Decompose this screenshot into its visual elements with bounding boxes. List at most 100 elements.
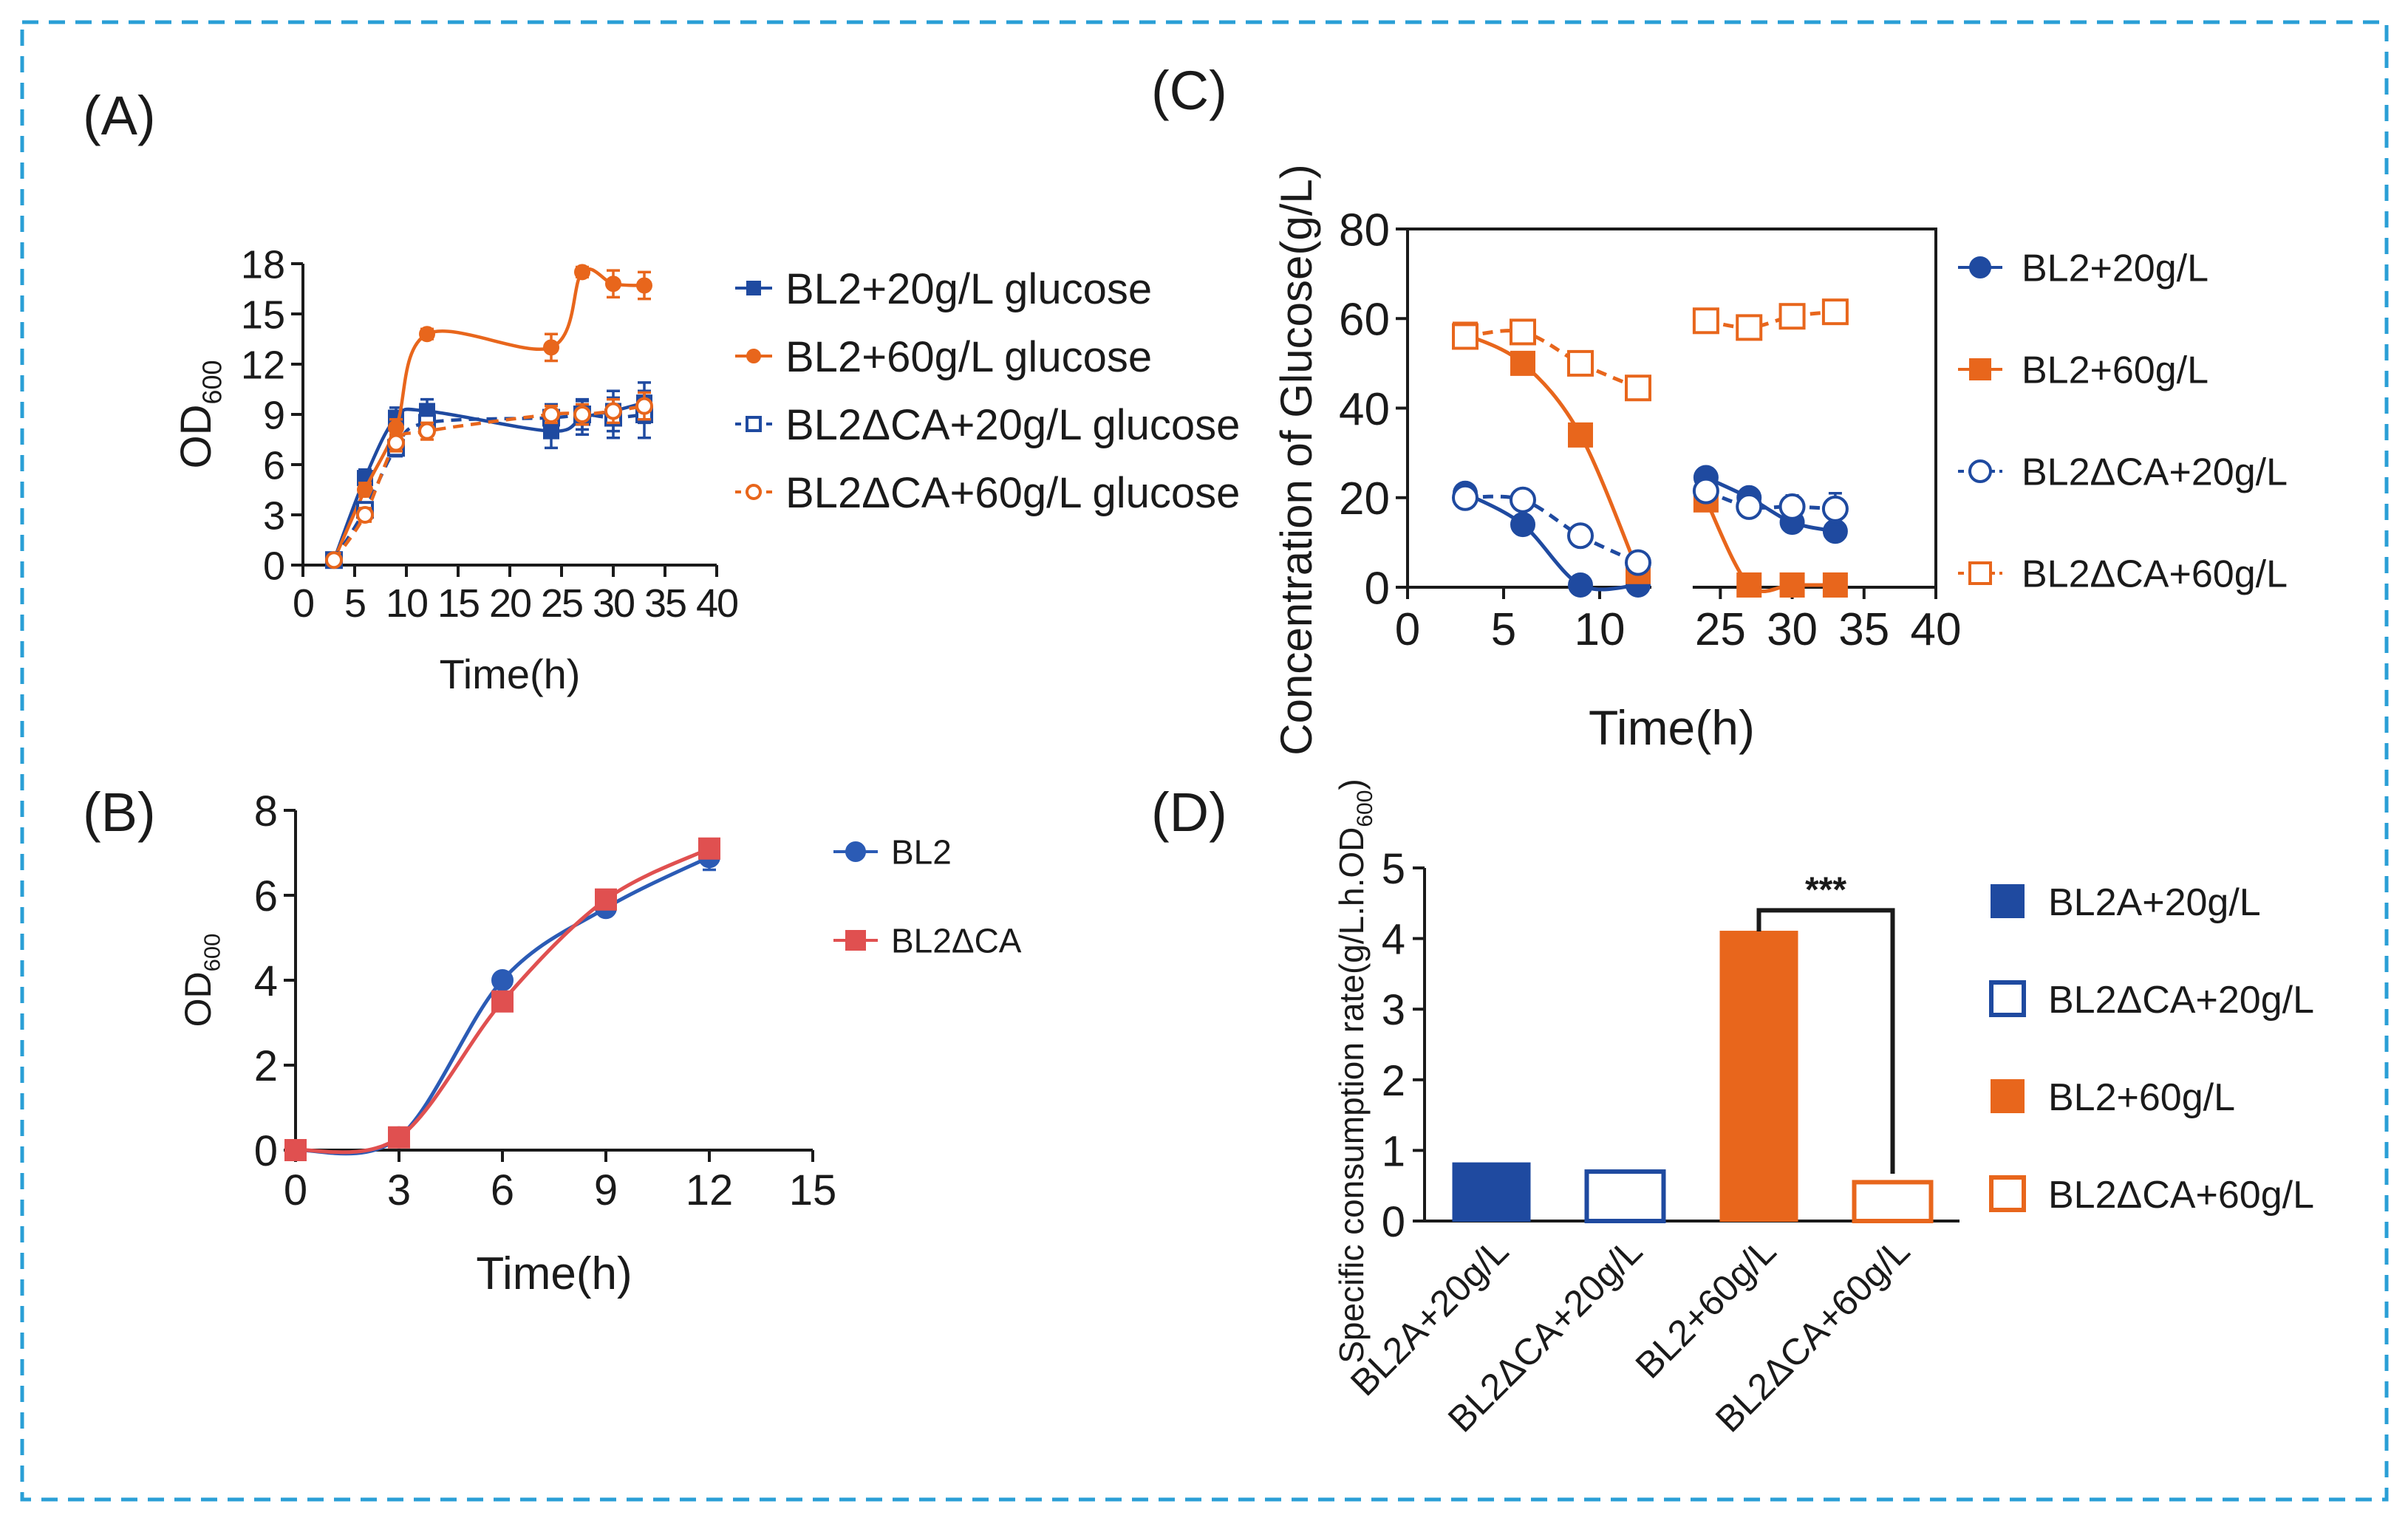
data-point <box>387 434 405 452</box>
legend-label: BL2+20g/L glucose <box>785 265 1152 313</box>
data-point <box>604 402 622 420</box>
legend-label: BL2+60g/L <box>2048 1076 2235 1119</box>
bar-bl2dca-60g-l <box>1852 1180 1934 1224</box>
x-tick-label: 10 <box>1575 604 1626 655</box>
data-point <box>1778 493 1806 520</box>
data-point <box>1510 486 1536 513</box>
legend-marker <box>845 930 866 951</box>
data-point <box>1692 307 1719 335</box>
legend-label: BL2ΔCA+60g/L <box>2048 1174 2314 1217</box>
data-point <box>1452 484 1478 511</box>
data-point <box>1778 303 1806 330</box>
legend-swatch <box>1991 884 2025 918</box>
legend-swatch <box>1989 1175 2026 1212</box>
legend-swatch <box>1989 980 2026 1017</box>
x-tick-label: 15 <box>789 1166 837 1214</box>
y-tick-label: 6 <box>263 443 285 488</box>
legend-item-bl2dca-60g-l: BL2ΔCA+60g/L <box>1989 1174 2314 1217</box>
series-bl2-60g-l <box>1453 321 1848 598</box>
series-line <box>1705 476 1836 533</box>
data-point <box>388 420 404 437</box>
data-point <box>1452 323 1478 350</box>
x-axis-title: Time(h) <box>476 1248 632 1299</box>
legend-marker <box>1969 256 1991 278</box>
data-point <box>419 326 435 343</box>
legend-item-bl2dca-20g-l: BL2ΔCA+20g/L <box>1958 451 2288 494</box>
data-point <box>635 397 653 415</box>
x-tick-label: 25 <box>1695 604 1746 655</box>
data-point <box>1822 572 1848 598</box>
data-point <box>605 276 621 293</box>
series-bl2dca-60g-l <box>1452 298 1849 402</box>
panel-label-d: (D) <box>1151 782 1227 843</box>
x-tick-label: 0 <box>293 581 313 626</box>
y-tick-label: 2 <box>1382 1057 1405 1105</box>
data-point <box>418 422 436 440</box>
y-tick-label: 12 <box>241 343 285 387</box>
legend-item-bl2dca-20g-l-glucose: BL2ΔCA+20g/L glucose <box>735 401 1240 449</box>
x-tick-label: 40 <box>696 581 737 626</box>
y-tick-label: 9 <box>263 393 285 437</box>
bar-bl2a-20g-l <box>1452 1162 1531 1222</box>
data-point <box>1510 350 1535 376</box>
y-tick-label: 4 <box>1382 916 1405 964</box>
axis-break-gap <box>1651 583 1693 592</box>
series-bl2dca-20g-l-glucose <box>325 389 653 570</box>
legend-item-bl2a-20g-l: BL2A+20g/L <box>1991 881 2261 924</box>
y-tick-label: 0 <box>263 544 285 588</box>
data-point <box>1821 495 1849 522</box>
legend-marker <box>746 281 761 295</box>
plot-frame <box>1406 228 1937 589</box>
legend-item-bl2-60g-l-glucose: BL2+60g/L glucose <box>735 333 1152 381</box>
data-point <box>325 551 343 570</box>
data-point <box>1736 493 1763 520</box>
legend-marker <box>746 484 762 500</box>
y-tick-label: 0 <box>1365 563 1390 614</box>
x-tick-label: 20 <box>489 581 531 626</box>
data-point <box>1568 422 1593 448</box>
data-point <box>1736 572 1762 598</box>
y-tick-label: 3 <box>1382 986 1405 1034</box>
legend-marker <box>1968 561 1992 585</box>
series-line <box>1705 310 1836 329</box>
legend-marker <box>1969 358 1991 380</box>
x-tick-label: 15 <box>437 581 479 626</box>
legend-label: BL2+60g/L glucose <box>785 333 1152 381</box>
series-line <box>1464 329 1639 390</box>
legend-label: BL2A+20g/L <box>2048 881 2261 924</box>
x-tick-label: 5 <box>1491 604 1516 655</box>
x-tick-label: 35 <box>1838 604 1889 655</box>
legend-label: BL2+20g/L <box>2022 247 2209 290</box>
data-point <box>1821 298 1849 326</box>
series-line <box>332 404 645 561</box>
y-tick-label: 0 <box>254 1127 278 1175</box>
data-point <box>356 506 374 524</box>
x-tick-label: 5 <box>344 581 365 626</box>
legend-marker <box>746 349 761 363</box>
y-tick-label: 2 <box>254 1042 278 1090</box>
chart-b: 0 2 4 6 8 0 3 6 9 12 15 Time(h) OD600 BL2 BL2ΔCA <box>177 787 1022 1299</box>
y-tick-label: 18 <box>241 242 285 287</box>
legend-marker <box>1968 459 1992 483</box>
data-point <box>1568 572 1593 598</box>
data-point <box>357 482 373 498</box>
legend-label: BL2ΔCA <box>891 922 1022 960</box>
chart-c: 0 20 40 60 80 0 5 10 25 30 35 40 Time(h) Concentratio… <box>1272 164 2288 755</box>
legend-item-bl2dca-60g-l-glucose: BL2ΔCA+60g/L glucose <box>735 469 1240 517</box>
legend-swatch <box>1991 1079 2025 1113</box>
y-tick-label: 3 <box>263 493 285 538</box>
panel-label-c: (C) <box>1151 60 1227 121</box>
y-tick-label: 6 <box>254 872 278 920</box>
series-bl2dca-60g-l-glucose <box>325 391 653 570</box>
y-tick-label: 8 <box>254 787 278 835</box>
x-tick-label: 35 <box>644 581 686 626</box>
y-tick-label: 80 <box>1339 205 1390 256</box>
legend-label: BL2ΔCA+60g/L <box>2022 553 2288 596</box>
data-point <box>1510 512 1535 538</box>
series-bl2dca <box>284 837 720 1161</box>
x-tick-label: 30 <box>593 581 634 626</box>
series-line <box>1704 499 1835 593</box>
